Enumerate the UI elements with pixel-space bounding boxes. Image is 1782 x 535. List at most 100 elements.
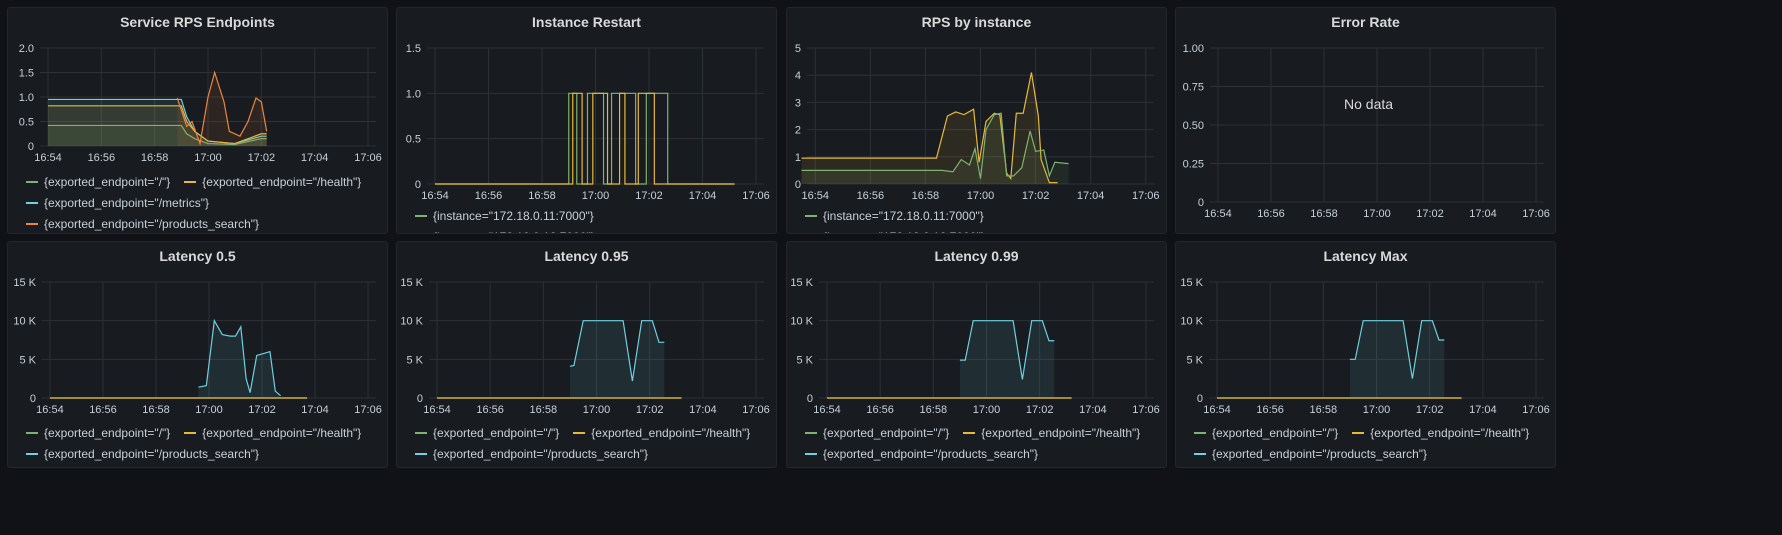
chart-latency-099: 0 5 K 10 K 15 K 16:54 16:56 16:58 17:00 17:02 17:… bbox=[790, 277, 1159, 416]
y-tick-label: 15 K bbox=[790, 277, 813, 289]
y-tick-label: 1 bbox=[795, 152, 801, 164]
legend-label: {exported_endpoint="/"} bbox=[44, 175, 171, 189]
legend-item[interactable]: {exported_endpoint="/health"} bbox=[1352, 423, 1529, 444]
legend-swatch bbox=[805, 431, 817, 434]
y-tick-label: 10 K bbox=[400, 316, 423, 328]
legend-item[interactable]: {instance="172.18.0.12:7000"} bbox=[805, 227, 985, 233]
series-line-exported-endpoint-products-search[interactable] bbox=[569, 320, 665, 382]
legend-swatch bbox=[573, 431, 586, 434]
legend-label: {exported_endpoint="/products_search"} bbox=[433, 447, 649, 461]
x-tick-label: 17:04 bbox=[1079, 404, 1107, 416]
legend-label: {exported_endpoint="/health"} bbox=[202, 426, 362, 440]
legend: {exported_endpoint="/"} {exported_endpoin… bbox=[415, 423, 766, 465]
legend-item[interactable]: {exported_endpoint="/products_search"} bbox=[805, 444, 1038, 465]
legend-label: {exported_endpoint="/health"} bbox=[202, 175, 362, 189]
x-tick-label: 16:58 bbox=[920, 404, 948, 416]
panel-latency-095[interactable]: Latency 0.95 0 5 K 10 K 15 K 16:54 16:56 16:58… bbox=[396, 241, 777, 468]
series-line-exported-endpoint-products-search[interactable] bbox=[176, 70, 268, 146]
y-tick-label: 0.5 bbox=[406, 134, 421, 146]
chart-latency-095: 0 5 K 10 K 15 K 16:54 16:56 16:58 17:00 17:02 17:… bbox=[400, 277, 769, 416]
y-tick-label: 5 bbox=[795, 43, 801, 55]
legend: {instance="172.18.0.11:7000"} {instance="… bbox=[805, 206, 1156, 233]
legend-item[interactable]: {exported_endpoint="/"} bbox=[26, 172, 170, 193]
x-tick-label: 17:04 bbox=[689, 404, 717, 416]
legend-item[interactable]: {instance="172.18.0.11:7000"} bbox=[805, 206, 984, 227]
legend-item[interactable]: {exported_endpoint="/health"} bbox=[573, 423, 750, 444]
y-tick-label: 2 bbox=[795, 125, 801, 137]
x-tick-label: 16:54 bbox=[423, 404, 451, 416]
legend-item[interactable]: {exported_endpoint="/health"} bbox=[184, 172, 361, 193]
x-tick-label: 17:04 bbox=[1469, 208, 1497, 220]
legend-item[interactable]: {exported_endpoint="/health"} bbox=[184, 423, 361, 444]
legend-item[interactable]: {exported_endpoint="/"} bbox=[805, 423, 949, 444]
legend: {exported_endpoint="/"} {exported_endpoin… bbox=[26, 172, 377, 233]
x-tick-label: 16:56 bbox=[88, 152, 116, 164]
x-tick-label: 17:06 bbox=[354, 152, 382, 164]
legend-swatch bbox=[184, 431, 197, 434]
panel-title[interactable]: Error Rate bbox=[1331, 14, 1400, 30]
x-tick-label: 16:58 bbox=[530, 404, 558, 416]
panel-title[interactable]: Instance Restart bbox=[532, 14, 641, 30]
legend-swatch bbox=[26, 222, 38, 225]
panel-error-rate[interactable]: Error Rate 0 0.25 0.50 0.75 1.00 16:54 16:56 16… bbox=[1175, 7, 1556, 234]
series-line-exported-endpoint[interactable] bbox=[48, 124, 267, 146]
legend-item[interactable]: {instance="172.18.0.11:7000"} bbox=[415, 206, 594, 227]
panel-rps-by-instance[interactable]: RPS by instance 0 1 2 3 4 5 16:54 16:56 16:58 17:… bbox=[786, 7, 1167, 234]
panel-title[interactable]: Latency 0.95 bbox=[544, 248, 629, 264]
series-fill-exported-endpoint bbox=[48, 125, 267, 146]
y-tick-label: 0.75 bbox=[1183, 82, 1204, 94]
chart-service-rps: 0 0.5 1.0 1.5 2.0 16:54 16:56 16:58 17:00 17:02 17… bbox=[19, 43, 382, 164]
panel-latency-099[interactable]: Latency 0.99 0 5 K 10 K 15 K 16:54 16:56 16:58… bbox=[786, 241, 1167, 468]
legend-item[interactable]: {exported_endpoint="/products_search"} bbox=[1194, 444, 1427, 465]
x-tick-label: 17:02 bbox=[248, 404, 276, 416]
x-tick-label: 16:56 bbox=[1257, 208, 1285, 220]
legend-item[interactable]: {exported_endpoint="/products_search"} bbox=[26, 214, 259, 233]
panel-title[interactable]: Service RPS Endpoints bbox=[120, 14, 275, 30]
series-line-instance-172-18-0-11-7000[interactable] bbox=[801, 112, 1069, 179]
legend-item[interactable]: {exported_endpoint="/products_search"} bbox=[415, 444, 648, 465]
x-tick-label: 16:58 bbox=[1310, 404, 1338, 416]
panel-service-rps-endpoints[interactable]: Service RPS Endpoints 0 0.5 1.0 1.5 2.0 16:54… bbox=[7, 7, 388, 234]
x-tick-label: 16:56 bbox=[89, 404, 117, 416]
y-tick-label: 0.5 bbox=[19, 117, 34, 129]
legend-item[interactable]: {exported_endpoint="/"} bbox=[415, 423, 559, 444]
y-tick-label: 0 bbox=[1198, 197, 1204, 209]
legend-item[interactable]: {exported_endpoint="/"} bbox=[1194, 423, 1338, 444]
panel-latency-05[interactable]: Latency 0.5 0 5 K 10 K 15 K 16:54 16:56 16:58 1… bbox=[7, 241, 388, 468]
series-line-exported-endpoint-products-search[interactable] bbox=[198, 318, 281, 397]
x-tick-label: 17:04 bbox=[1469, 404, 1497, 416]
y-tick-label: 1.5 bbox=[19, 68, 34, 80]
series-line-instance-172-18-0-12-7000[interactable] bbox=[435, 92, 735, 185]
chart-instance-restart: 0 0.5 1.0 1.5 16:54 16:56 16:58 17:00 17:02 17:04… bbox=[406, 43, 770, 202]
series-line-exported-endpoint-products-search[interactable] bbox=[1349, 320, 1445, 379]
panel-title[interactable]: Latency Max bbox=[1323, 248, 1408, 264]
legend-item[interactable]: {instance="172.18.0.12:7000"} bbox=[415, 227, 595, 233]
legend-label: {instance="172.18.0.12:7000"} bbox=[433, 230, 595, 233]
x-tick-label: 16:54 bbox=[801, 190, 829, 202]
y-tick-label: 5 K bbox=[19, 354, 36, 366]
series-line-exported-endpoint-products-search[interactable] bbox=[959, 320, 1055, 380]
legend-swatch bbox=[805, 452, 817, 455]
panel-title[interactable]: Latency 0.5 bbox=[159, 248, 236, 264]
legend-swatch bbox=[415, 452, 427, 455]
legend-item[interactable]: {exported_endpoint="/products_search"} bbox=[26, 444, 259, 465]
legend-label: {instance="172.18.0.11:7000"} bbox=[433, 209, 594, 223]
legend-item[interactable]: {exported_endpoint="/metrics"} bbox=[26, 193, 209, 214]
legend-item[interactable]: {exported_endpoint="/"} bbox=[26, 423, 170, 444]
x-tick-label: 17:00 bbox=[195, 404, 223, 416]
legend-swatch bbox=[26, 452, 38, 455]
x-tick-label: 16:58 bbox=[528, 190, 556, 202]
y-tick-label: 2.0 bbox=[19, 43, 34, 55]
y-tick-label: 1.00 bbox=[1183, 43, 1204, 55]
x-tick-label: 17:04 bbox=[689, 190, 717, 202]
legend-item[interactable]: {exported_endpoint="/health"} bbox=[963, 423, 1140, 444]
panel-instance-restart[interactable]: Instance Restart 0 0.5 1.0 1.5 16:54 16:56 16:… bbox=[396, 7, 777, 234]
legend-label: {instance="172.18.0.11:7000"} bbox=[823, 209, 984, 223]
series-line-instance-172-18-0-12-7000[interactable] bbox=[801, 72, 1058, 184]
panel-title[interactable]: Latency 0.99 bbox=[934, 248, 1019, 264]
panel-latency-max[interactable]: Latency Max 0 5 K 10 K 15 K 16:54 16:56 16:58 1… bbox=[1175, 241, 1556, 468]
panel-title[interactable]: RPS by instance bbox=[921, 14, 1032, 30]
x-tick-label: 16:58 bbox=[142, 404, 170, 416]
no-data-message: No data bbox=[1344, 96, 1394, 112]
series-fill-exported-endpoint-products-search bbox=[198, 320, 281, 398]
